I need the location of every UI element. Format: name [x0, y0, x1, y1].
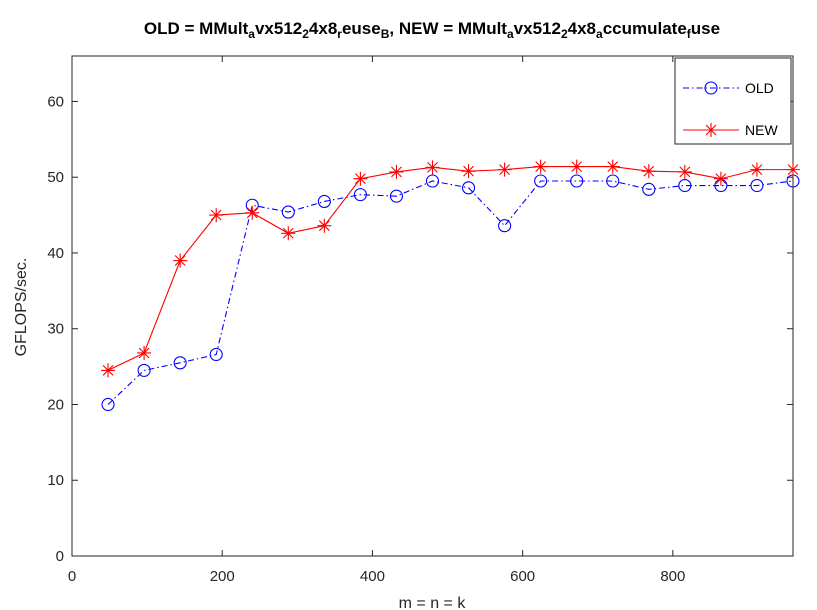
data-point-old	[642, 182, 656, 196]
data-point-new	[425, 160, 440, 175]
x-tick-label: 800	[660, 568, 685, 585]
title-part: 2	[561, 27, 568, 41]
data-point-old	[389, 189, 404, 203]
title-part: 4x8	[309, 19, 337, 38]
data-point-new	[749, 162, 764, 177]
title-part: a	[248, 27, 255, 41]
data-point-old	[498, 219, 512, 233]
data-point-new	[101, 363, 116, 378]
data-point-old	[281, 205, 295, 219]
y-tick-label: 40	[47, 245, 64, 262]
data-point-new	[389, 164, 404, 179]
data-point-old	[173, 356, 187, 370]
title-part: , NEW = MMult	[389, 19, 507, 38]
plot-frame	[71, 55, 794, 557]
data-point-new	[317, 218, 332, 233]
x-tick-label: 200	[210, 568, 235, 585]
legend-label: OLD	[745, 80, 774, 96]
data-point-old	[570, 174, 584, 188]
data-point-old	[101, 397, 115, 412]
data-point-new	[713, 171, 728, 186]
legend-marker	[704, 81, 718, 95]
data-point-old	[534, 174, 548, 188]
legend-marker	[704, 123, 718, 137]
series-layer	[101, 159, 800, 412]
data-point-new	[605, 159, 620, 174]
x-tick-label: 0	[68, 568, 76, 585]
data-point-new	[786, 162, 800, 177]
series-new	[101, 159, 800, 378]
y-tick-label: 50	[47, 169, 64, 186]
data-point-old	[606, 174, 620, 188]
y-tick-label: 60	[47, 93, 64, 110]
legend-entry-new: NEW	[683, 122, 778, 138]
title-part: 4x8	[568, 19, 596, 38]
data-point-old	[750, 178, 764, 193]
data-point-new	[533, 159, 548, 174]
title-part: r	[337, 27, 342, 41]
x-tick-label: 400	[360, 568, 385, 585]
title-part: euse	[342, 19, 381, 38]
title-part: a	[507, 27, 514, 41]
x-axis-label: m = n = k	[399, 595, 467, 610]
data-point-new	[461, 164, 476, 179]
title-part: f	[687, 27, 692, 41]
data-point-new	[137, 345, 152, 360]
legend: OLD NEW	[674, 57, 792, 145]
data-point-old	[678, 178, 692, 193]
data-point-new	[353, 171, 368, 186]
title-part: OLD = MMult	[144, 19, 249, 38]
data-point-new	[173, 253, 188, 268]
plot-area	[71, 55, 794, 557]
title-part: vx512	[255, 19, 302, 38]
y-axis-label: GFLOPS/sec.	[13, 258, 30, 357]
data-point-new	[569, 159, 584, 174]
y-tick-label: 10	[47, 472, 64, 489]
data-point-old	[209, 347, 223, 362]
data-point-old	[461, 181, 476, 195]
data-point-old	[353, 188, 367, 202]
title-part: 2	[302, 27, 309, 41]
series-line-old	[107, 180, 794, 405]
data-point-old	[425, 174, 440, 188]
title-part: ccumulate	[603, 19, 687, 38]
title-part: B	[381, 27, 390, 41]
y-tick-label: 0	[56, 548, 64, 565]
legend-entry-old: OLD	[683, 80, 774, 96]
data-point-new	[245, 205, 260, 220]
y-tick-label: 30	[47, 321, 64, 338]
data-point-new	[641, 164, 656, 179]
data-point-new	[209, 208, 224, 223]
chart-title: OLD = MMultavx51224x8reuseB, NEW = MMult…	[144, 19, 720, 41]
y-tick-label: 20	[47, 396, 64, 413]
title-part: vx512	[514, 19, 561, 38]
title-part: use	[691, 19, 720, 38]
data-point-old	[137, 363, 151, 377]
title-part: a	[596, 27, 603, 41]
legend-label: NEW	[745, 122, 778, 138]
data-point-old	[317, 194, 331, 209]
axis-ticks: 0 200 400 600 800 0 10 20 30 40 50 60	[47, 56, 793, 585]
data-point-new	[497, 162, 512, 177]
x-tick-label: 600	[510, 568, 535, 585]
data-point-new	[281, 226, 296, 241]
data-point-new	[677, 164, 692, 179]
